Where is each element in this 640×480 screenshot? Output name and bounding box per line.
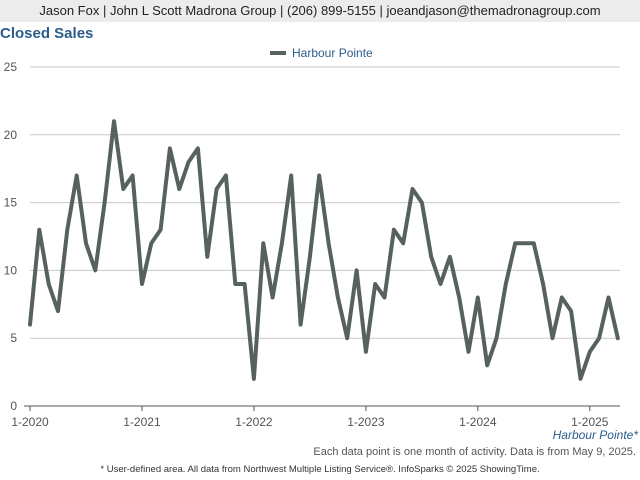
y-tick-label: 10 <box>4 263 18 277</box>
y-tick-label: 25 <box>4 60 18 74</box>
data-note: Each data point is one month of activity… <box>313 446 636 458</box>
x-tick-label: 1-2024 <box>459 415 497 429</box>
x-tick-label: 1-2020 <box>11 415 49 429</box>
y-tick-label: 0 <box>10 399 17 413</box>
agent-contact-banner: Jason Fox | John L Scott Madrona Group |… <box>0 0 640 22</box>
x-tick-label: 1-2022 <box>235 415 273 429</box>
y-tick-label: 20 <box>4 128 18 142</box>
chart-title: Closed Sales <box>0 25 94 42</box>
legend-label: Harbour Pointe <box>292 46 373 60</box>
y-tick-label: 15 <box>4 196 18 210</box>
legend-swatch <box>270 51 286 55</box>
x-tick-label: 1-2021 <box>123 415 161 429</box>
y-tick-label: 5 <box>10 331 17 345</box>
x-tick-label: 1-2023 <box>347 415 385 429</box>
closed-sales-line-chart: 0 5 10 15 20 25 1-2020 1-2021 1-2022 1-2023 1-2024… <box>4 60 620 429</box>
series-line-harbour-pointe <box>28 119 620 381</box>
x-tick-label: 1-2025 <box>571 415 609 429</box>
area-label: Harbour Pointe* <box>552 428 638 442</box>
footer-disclaimer: * User-defined area. All data from North… <box>100 464 540 475</box>
chart-legend[interactable]: Harbour Pointe <box>270 45 373 61</box>
